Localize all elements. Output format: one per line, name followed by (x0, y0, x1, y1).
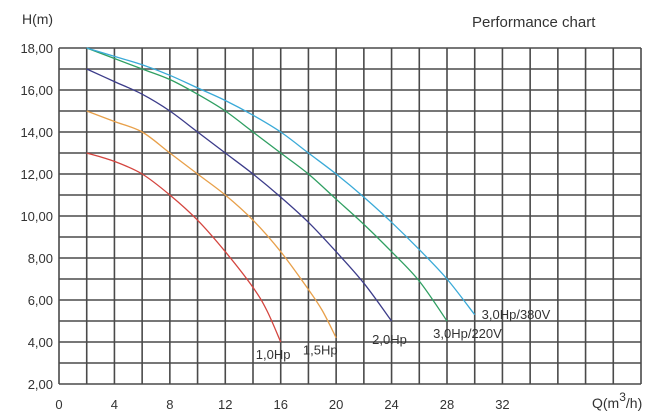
y-tick-label: 8,00 (28, 251, 53, 266)
x-tick-label: 12 (218, 397, 232, 412)
x-axis-label-tail: /h) (626, 395, 642, 411)
series-line (86, 152, 282, 343)
series-label: 1,5Hp (303, 343, 338, 358)
y-tick-label: 18,00 (20, 41, 53, 56)
y-axis-label: H(m) (22, 11, 53, 27)
y-tick-label: 4,00 (28, 335, 53, 350)
x-tick-label: 28 (440, 397, 454, 412)
series-line (86, 47, 448, 322)
series-label: 3,0Hp/220V (433, 326, 502, 341)
series-label: 3,0Hp/380V (482, 307, 551, 322)
y-tick-label: 16,00 (20, 83, 53, 98)
series-lines (86, 47, 476, 343)
x-tick-label: 4 (111, 397, 118, 412)
x-tick-label: 0 (55, 397, 62, 412)
series-line (86, 68, 393, 322)
grid (58, 47, 642, 385)
y-tick-label: 2,00 (28, 377, 53, 392)
series-label: 2,0Hp (372, 332, 407, 347)
x-tick-label: 20 (329, 397, 343, 412)
y-tick-label: 6,00 (28, 293, 53, 308)
x-axis-label-sup: 3 (619, 390, 626, 404)
y-tick-label: 12,00 (20, 167, 53, 182)
series-line (86, 47, 476, 316)
x-tick-label: 8 (166, 397, 173, 412)
x-axis-label: Q(m3/h) (592, 390, 642, 411)
series-label: 1,0Hp (256, 347, 291, 362)
series-line (86, 110, 337, 339)
ticks: 0 4 8 12 16 20 24 28 32 2,00 4,00 6,00 8,00 10,00 12,0… (20, 41, 509, 412)
chart-title: Performance chart (472, 14, 596, 31)
x-axis-label-base: Q(m (592, 395, 619, 411)
x-tick-label: 16 (273, 397, 287, 412)
x-tick-label: 24 (384, 397, 398, 412)
series-labels: 1,0Hp 1,5Hp 2,0Hp 3,0Hp/220V 3,0Hp/380V (256, 307, 551, 362)
x-tick-label: 32 (495, 397, 509, 412)
y-tick-label: 10,00 (20, 209, 53, 224)
y-tick-label: 14,00 (20, 125, 53, 140)
